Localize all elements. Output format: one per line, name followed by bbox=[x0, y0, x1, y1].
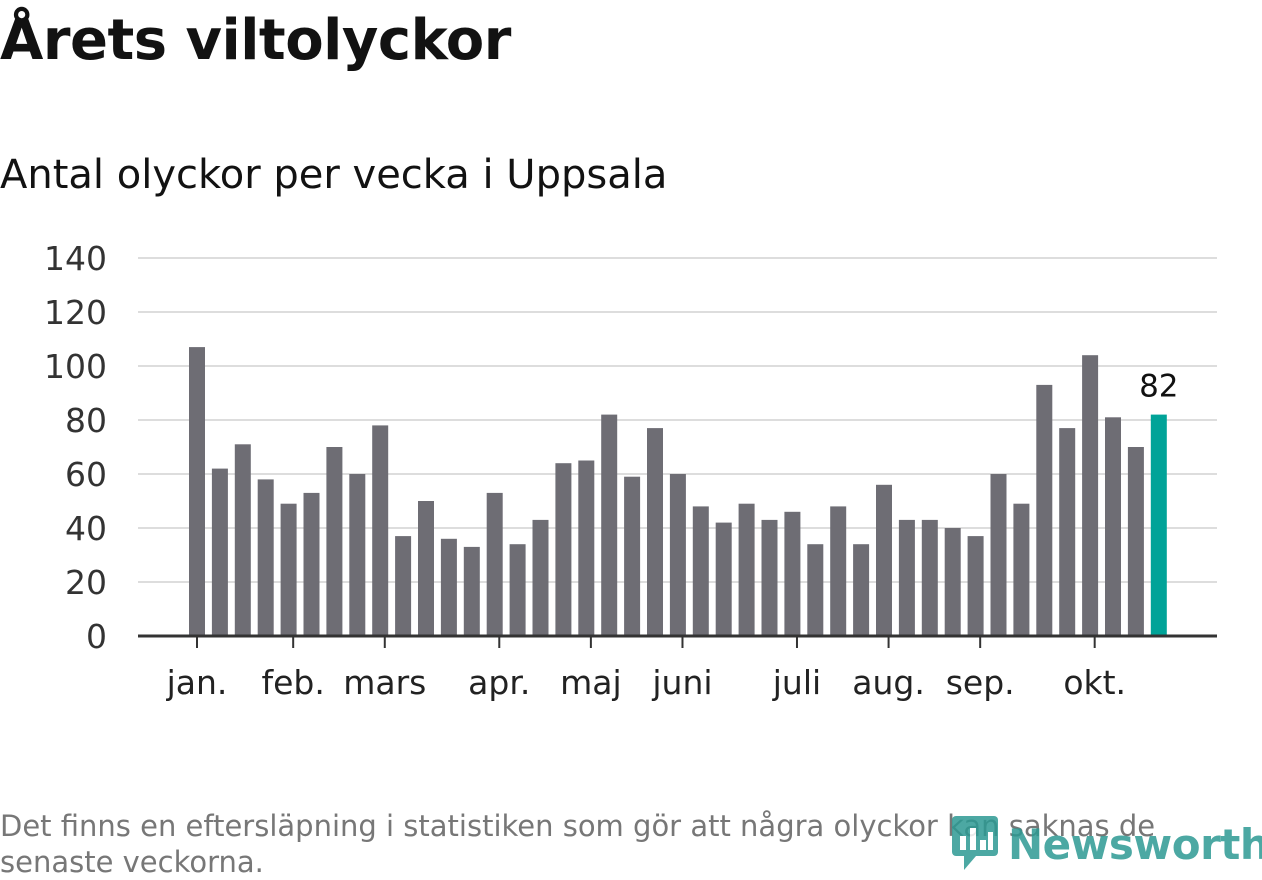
bar bbox=[853, 544, 870, 636]
x-tick-label: aug. bbox=[852, 663, 925, 702]
bar bbox=[1127, 447, 1144, 636]
y-tick-label: 0 bbox=[86, 617, 107, 656]
bar bbox=[486, 492, 503, 636]
bar bbox=[898, 519, 915, 636]
y-tick-label: 80 bbox=[65, 401, 107, 440]
x-tick-label: juni bbox=[651, 663, 712, 702]
bar bbox=[1013, 503, 1030, 636]
y-tick-label: 20 bbox=[65, 563, 107, 602]
bar bbox=[303, 492, 320, 636]
bar bbox=[876, 484, 892, 636]
bar bbox=[807, 544, 824, 636]
newsworthy-logo: Newsworthy bbox=[950, 812, 1262, 876]
bar bbox=[830, 506, 847, 636]
bar bbox=[601, 414, 618, 636]
bar bbox=[669, 474, 686, 636]
bar bbox=[921, 519, 938, 636]
bar bbox=[738, 503, 755, 636]
bar bbox=[257, 479, 274, 636]
bar bbox=[1082, 355, 1099, 636]
x-tick-label: jan. bbox=[166, 663, 228, 702]
bar bbox=[715, 522, 732, 636]
x-tick-label: sep. bbox=[946, 663, 1015, 702]
bar bbox=[1036, 384, 1053, 636]
highlight-bar bbox=[1150, 414, 1167, 636]
bar bbox=[189, 347, 205, 636]
bar bbox=[761, 519, 778, 636]
bar bbox=[326, 447, 343, 636]
bar bbox=[647, 428, 663, 636]
x-tick-label: juli bbox=[772, 663, 821, 702]
y-tick-label: 100 bbox=[44, 347, 107, 386]
x-tick-label: maj bbox=[560, 663, 622, 702]
bar bbox=[784, 511, 801, 636]
x-tick-label: okt. bbox=[1063, 663, 1126, 702]
y-tick-label: 140 bbox=[44, 239, 107, 278]
bar bbox=[349, 474, 366, 636]
x-tick-label: apr. bbox=[468, 663, 530, 702]
data-label: 82 bbox=[1139, 369, 1178, 405]
y-tick-label: 40 bbox=[65, 509, 107, 548]
bar bbox=[692, 506, 709, 636]
logo-text: Newsworthy bbox=[1008, 819, 1262, 869]
bar bbox=[280, 503, 297, 636]
bar bbox=[1105, 417, 1121, 636]
chart-subtitle: Antal olyckor per vecka i Uppsala bbox=[0, 152, 668, 198]
bar bbox=[624, 476, 641, 636]
bar bbox=[990, 474, 1007, 636]
x-tick-label: feb. bbox=[262, 663, 325, 702]
x-tick-label: mars bbox=[343, 663, 426, 702]
bar bbox=[944, 528, 961, 636]
bar bbox=[463, 546, 480, 636]
bar bbox=[372, 425, 389, 636]
newsworthy-logo-icon bbox=[952, 816, 998, 870]
bar bbox=[532, 519, 549, 636]
bar bbox=[555, 463, 572, 636]
chart-title: Årets viltolyckor bbox=[0, 8, 511, 73]
bar bbox=[440, 538, 457, 636]
bar bbox=[1059, 428, 1076, 636]
bar bbox=[395, 536, 412, 636]
bar bbox=[211, 468, 228, 636]
bar bbox=[418, 501, 434, 636]
bar bbox=[578, 460, 595, 636]
y-tick-label: 120 bbox=[44, 293, 107, 332]
y-tick-label: 60 bbox=[65, 455, 107, 494]
bar bbox=[234, 444, 251, 636]
bar bbox=[967, 536, 984, 636]
bar bbox=[509, 544, 526, 636]
